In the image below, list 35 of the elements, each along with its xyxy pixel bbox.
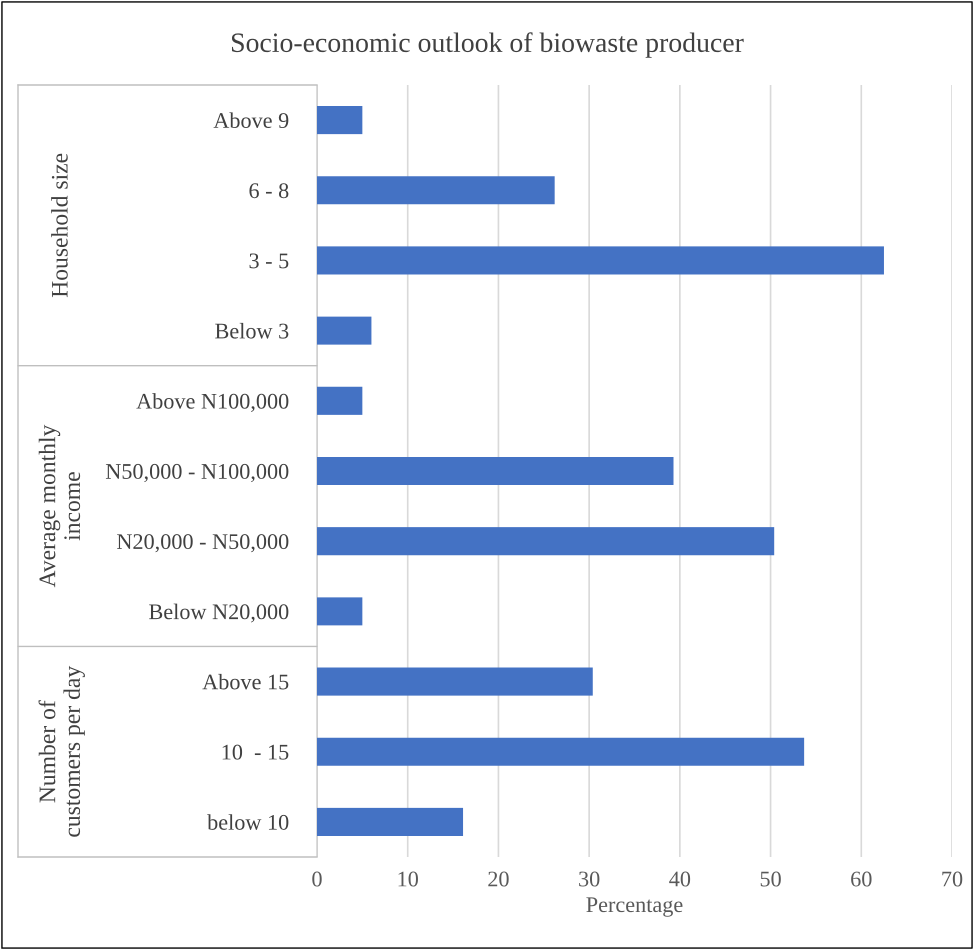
bar xyxy=(317,668,593,696)
y-tick-label: Above 9 xyxy=(214,112,288,128)
y-tick-label: Above N100,000 xyxy=(136,393,288,412)
bar xyxy=(317,246,884,274)
bar xyxy=(317,456,674,486)
y-tick-label: Below 3 xyxy=(215,322,288,339)
y-tick-label: 3 - 5 xyxy=(250,253,288,268)
y-tick-label: N50,000 - N100,000 xyxy=(106,464,288,482)
x-tick-label: 20 xyxy=(488,872,509,887)
x-tick-label: 0 xyxy=(312,872,322,887)
bar xyxy=(317,808,464,836)
text: Household size xyxy=(51,154,68,298)
x-tick-label: 30 xyxy=(579,872,600,887)
x-axis-title: Percentage xyxy=(586,897,682,917)
bar xyxy=(317,386,362,415)
chart-title: Socio-economic outlook of biowaste producer xyxy=(232,32,744,58)
y-tick-label: N20,000 - N50,000 xyxy=(117,534,288,552)
x-tick-label: 50 xyxy=(760,872,781,887)
bar xyxy=(317,176,555,204)
bar xyxy=(317,527,774,556)
text: Average monthly income xyxy=(38,424,80,588)
y-tick-label: 10 - 15 xyxy=(222,744,288,760)
x-tick-label: 40 xyxy=(669,872,690,887)
text: Number of customers per day xyxy=(38,666,85,837)
x-tick-label: 70 xyxy=(942,872,962,887)
x-tick-label: 10 xyxy=(398,872,418,887)
y-tick-label: 6 - 8 xyxy=(249,183,288,198)
bar xyxy=(317,316,372,345)
bar xyxy=(317,597,362,626)
x-tick-label: 60 xyxy=(851,872,872,887)
bar xyxy=(317,106,362,134)
y-tick-label: below 10 xyxy=(207,814,288,830)
y-tick-label: Above 15 xyxy=(202,674,288,690)
bar xyxy=(317,738,804,766)
y-tick-label: Below N20,000 xyxy=(149,604,288,622)
